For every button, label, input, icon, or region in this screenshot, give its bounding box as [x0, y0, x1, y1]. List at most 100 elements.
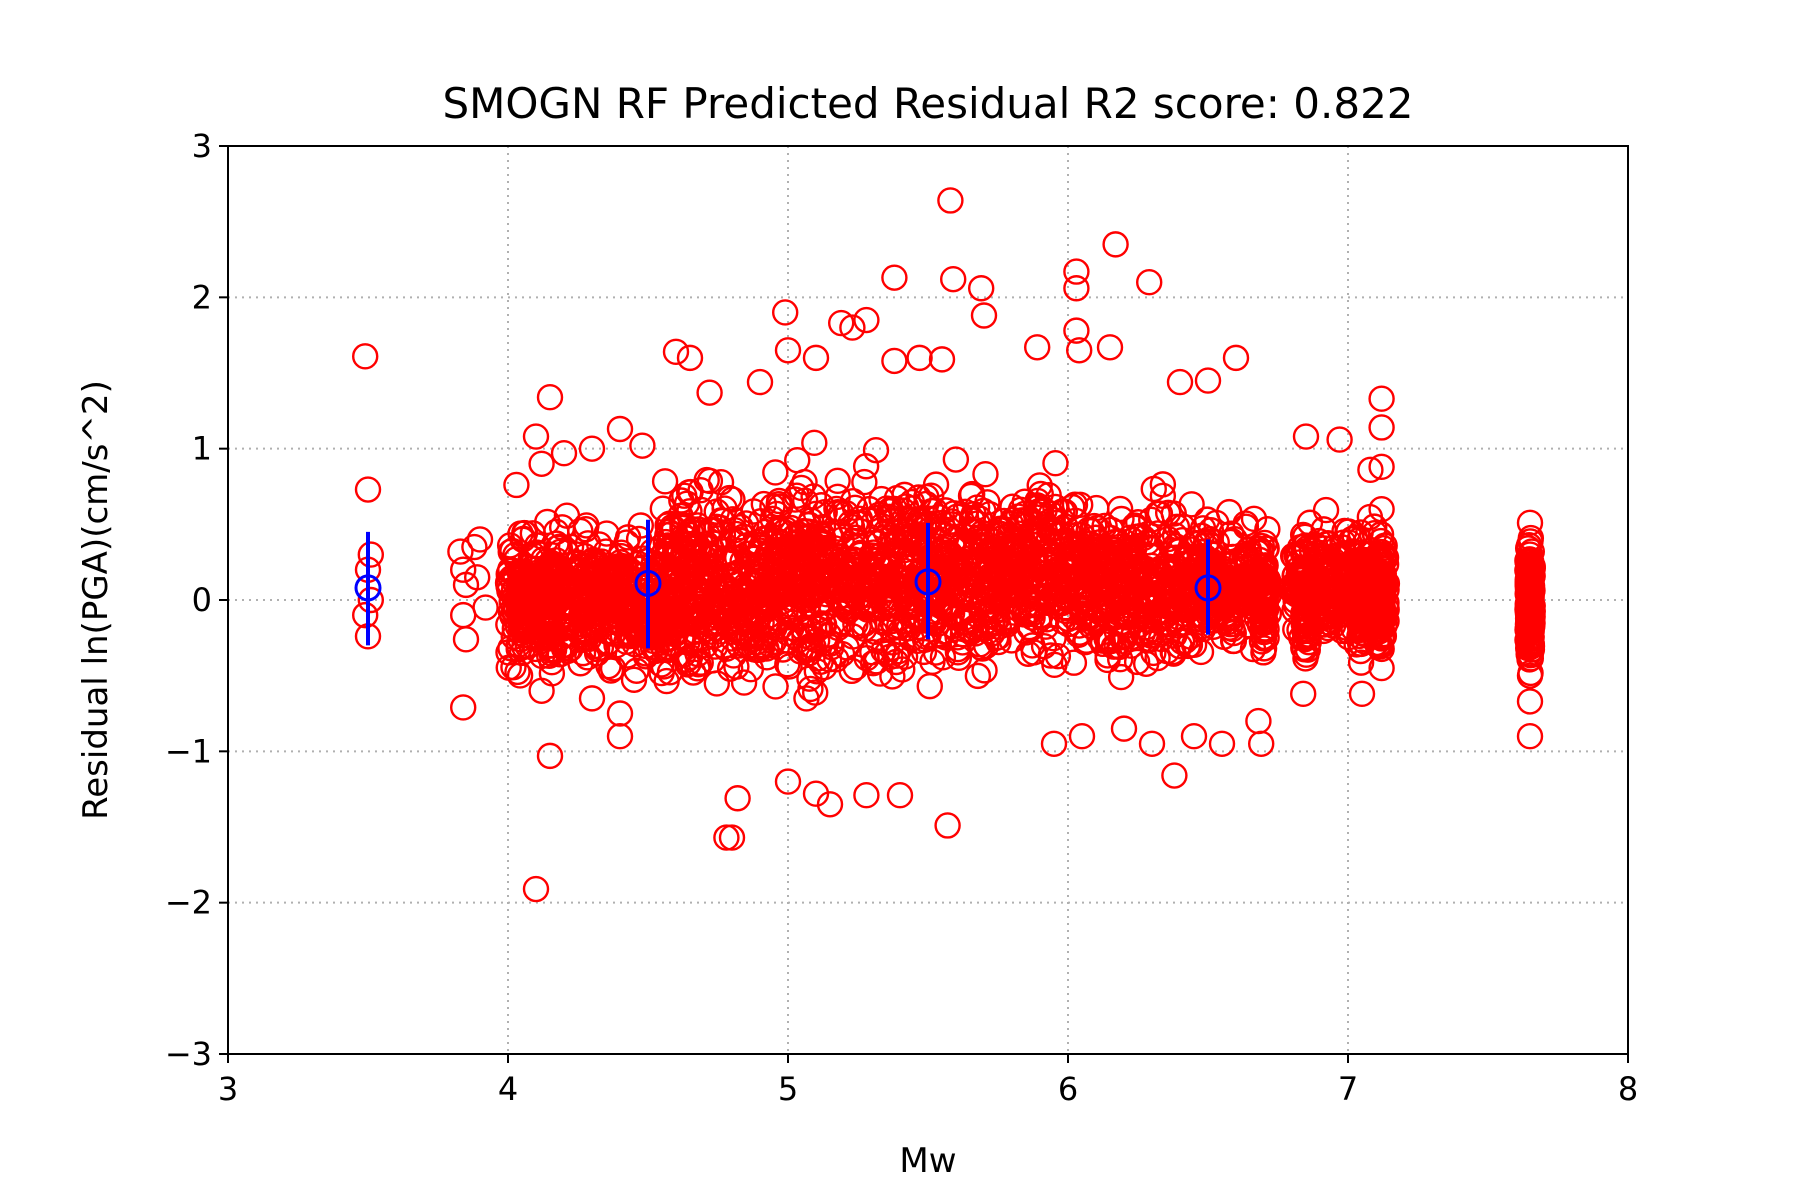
- x-tick-label: 4: [498, 1070, 518, 1108]
- y-tick-label: 3: [192, 127, 212, 165]
- data-point: [903, 506, 931, 533]
- data-point: [1013, 506, 1041, 534]
- data-point: [1350, 571, 1377, 599]
- data-point: [506, 662, 534, 689]
- data-point: [692, 573, 720, 600]
- data-point: [942, 446, 970, 473]
- data-point: [1075, 516, 1103, 543]
- data-point: [613, 602, 640, 629]
- data-point: [873, 495, 900, 522]
- data-point: [629, 432, 656, 459]
- data-point: [717, 593, 745, 620]
- data-point: [851, 468, 878, 496]
- data-point: [985, 628, 1012, 656]
- data-point: [1289, 521, 1317, 549]
- data-point: [772, 299, 799, 326]
- data-point: [934, 539, 961, 566]
- data-point: [557, 533, 585, 561]
- data-point: [452, 626, 480, 653]
- data-point: [794, 523, 821, 550]
- data-point: [687, 476, 714, 504]
- data-point: [1120, 534, 1148, 561]
- data-point: [984, 595, 1012, 623]
- data-point: [748, 609, 775, 636]
- data-point: [1292, 583, 1319, 611]
- data-point: [932, 497, 959, 524]
- data-point: [572, 516, 600, 543]
- data-point: [676, 344, 704, 372]
- data-point: [352, 601, 379, 629]
- data-point: [711, 495, 738, 522]
- data-point: [1222, 344, 1250, 372]
- data-point: [1011, 488, 1038, 515]
- y-axis-label: Residual ln(PGA)(cm/s^2): [76, 380, 116, 820]
- data-point: [941, 525, 969, 552]
- data-point: [1199, 548, 1226, 575]
- data-point: [507, 520, 534, 547]
- data-point: [781, 577, 809, 604]
- data-point: [1188, 522, 1215, 549]
- data-point: [607, 564, 634, 591]
- y-tick-label: 2: [192, 278, 212, 316]
- data-point: [851, 615, 878, 642]
- data-point: [606, 415, 634, 443]
- data-point: [710, 588, 738, 615]
- data-point: [627, 512, 654, 539]
- data-point: [506, 579, 534, 606]
- data-point: [1036, 542, 1063, 569]
- data-point: [536, 384, 564, 411]
- data-point: [809, 513, 837, 541]
- data-point: [730, 669, 758, 696]
- data-point: [1081, 512, 1108, 540]
- data-point: [719, 527, 746, 554]
- data-point: [827, 519, 854, 546]
- data-point: [765, 515, 793, 542]
- data-point: [794, 555, 822, 582]
- data-point: [1350, 613, 1378, 640]
- data-point: [940, 265, 967, 293]
- data-point: [1346, 582, 1374, 609]
- data-point: [964, 662, 992, 690]
- data-point: [1149, 482, 1177, 510]
- data-point: [853, 782, 880, 809]
- data-point: [649, 495, 677, 522]
- data-point: [1063, 275, 1090, 302]
- data-point: [1293, 603, 1320, 630]
- data-point: [929, 644, 957, 671]
- data-point: [1082, 558, 1110, 586]
- data-point: [797, 675, 824, 703]
- data-point: [553, 502, 581, 529]
- data-point: [1134, 564, 1161, 591]
- data-point: [1161, 762, 1188, 789]
- data-point: [739, 625, 767, 653]
- data-point: [944, 635, 972, 663]
- data-point: [654, 532, 682, 559]
- x-tick-label: 3: [218, 1070, 238, 1108]
- data-point: [550, 440, 578, 467]
- data-point: [578, 548, 606, 575]
- data-point: [1135, 627, 1162, 654]
- data-point: [1143, 599, 1171, 626]
- data-point: [687, 559, 715, 587]
- data-point: [1136, 542, 1163, 569]
- data-point: [620, 666, 648, 693]
- data-point: [824, 467, 851, 495]
- data-point: [712, 546, 739, 573]
- data-point: [461, 533, 488, 561]
- data-point: [1292, 645, 1319, 672]
- data-point: [853, 306, 880, 334]
- y-tick-label: −3: [165, 1035, 212, 1073]
- data-point: [1144, 644, 1171, 672]
- data-point: [656, 659, 684, 686]
- data-point: [970, 302, 998, 329]
- data-point: [534, 508, 561, 536]
- data-point: [1292, 423, 1320, 450]
- data-point: [536, 742, 564, 770]
- data-point: [1040, 730, 1068, 757]
- data-point: [1028, 585, 1055, 612]
- data-point: [698, 604, 725, 631]
- y-tick-label: −1: [165, 732, 212, 770]
- data-point: [928, 346, 956, 373]
- x-tick-label: 7: [1338, 1070, 1358, 1108]
- data-point: [881, 347, 908, 375]
